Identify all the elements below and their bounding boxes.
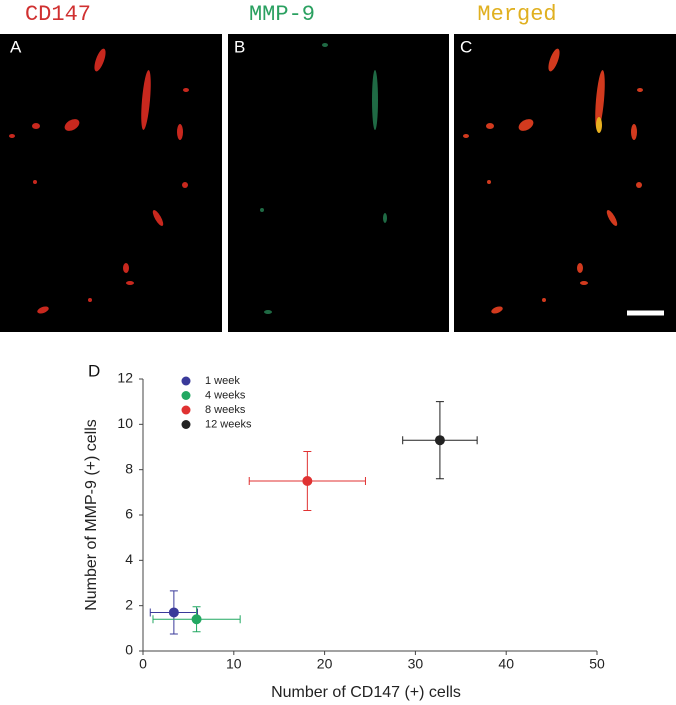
y-tick-label: 4 (125, 551, 133, 567)
legend-swatch (181, 420, 191, 429)
stain (260, 43, 387, 314)
panel-label: D (88, 361, 100, 380)
legend-label: 1 week (205, 375, 240, 387)
micrograph (228, 34, 449, 332)
panel-label: B (234, 37, 245, 56)
x-tick-label: 40 (498, 656, 514, 672)
y-tick-label: 8 (125, 460, 133, 476)
x-tick-label: 20 (317, 656, 333, 672)
y-axis-label: Number of MMP-9 (+) cells (83, 419, 100, 611)
point (434, 435, 445, 446)
legend-label: 12 weeks (205, 418, 252, 430)
legend-swatch (181, 405, 191, 415)
y-tick-label: 0 (125, 642, 133, 658)
legend-label: 8 weeks (205, 404, 246, 416)
y-tick-label: 2 (125, 596, 133, 612)
panel-title: MMP-9 (249, 2, 315, 27)
panel-label: C (460, 37, 472, 56)
panel-title: Merged (477, 2, 556, 27)
point (302, 476, 313, 486)
panel-title: CD147 (25, 2, 91, 27)
x-axis-label: Number of CD147 (+) cells (271, 684, 461, 701)
y-tick-label: 6 (125, 506, 133, 522)
panel-label: A (10, 37, 22, 56)
point (191, 614, 202, 625)
x-tick-label: 30 (408, 656, 424, 672)
x-tick-label: 50 (589, 656, 605, 672)
legend-swatch (181, 376, 191, 386)
stain (596, 117, 602, 133)
legend-label: 4 weeks (205, 389, 246, 401)
x-tick-label: 10 (226, 656, 242, 672)
legend-swatch (181, 391, 191, 400)
y-tick-label: 10 (117, 415, 133, 431)
y-tick-label: 12 (117, 370, 133, 386)
point (168, 607, 179, 618)
x-tick-label: 0 (139, 656, 147, 672)
